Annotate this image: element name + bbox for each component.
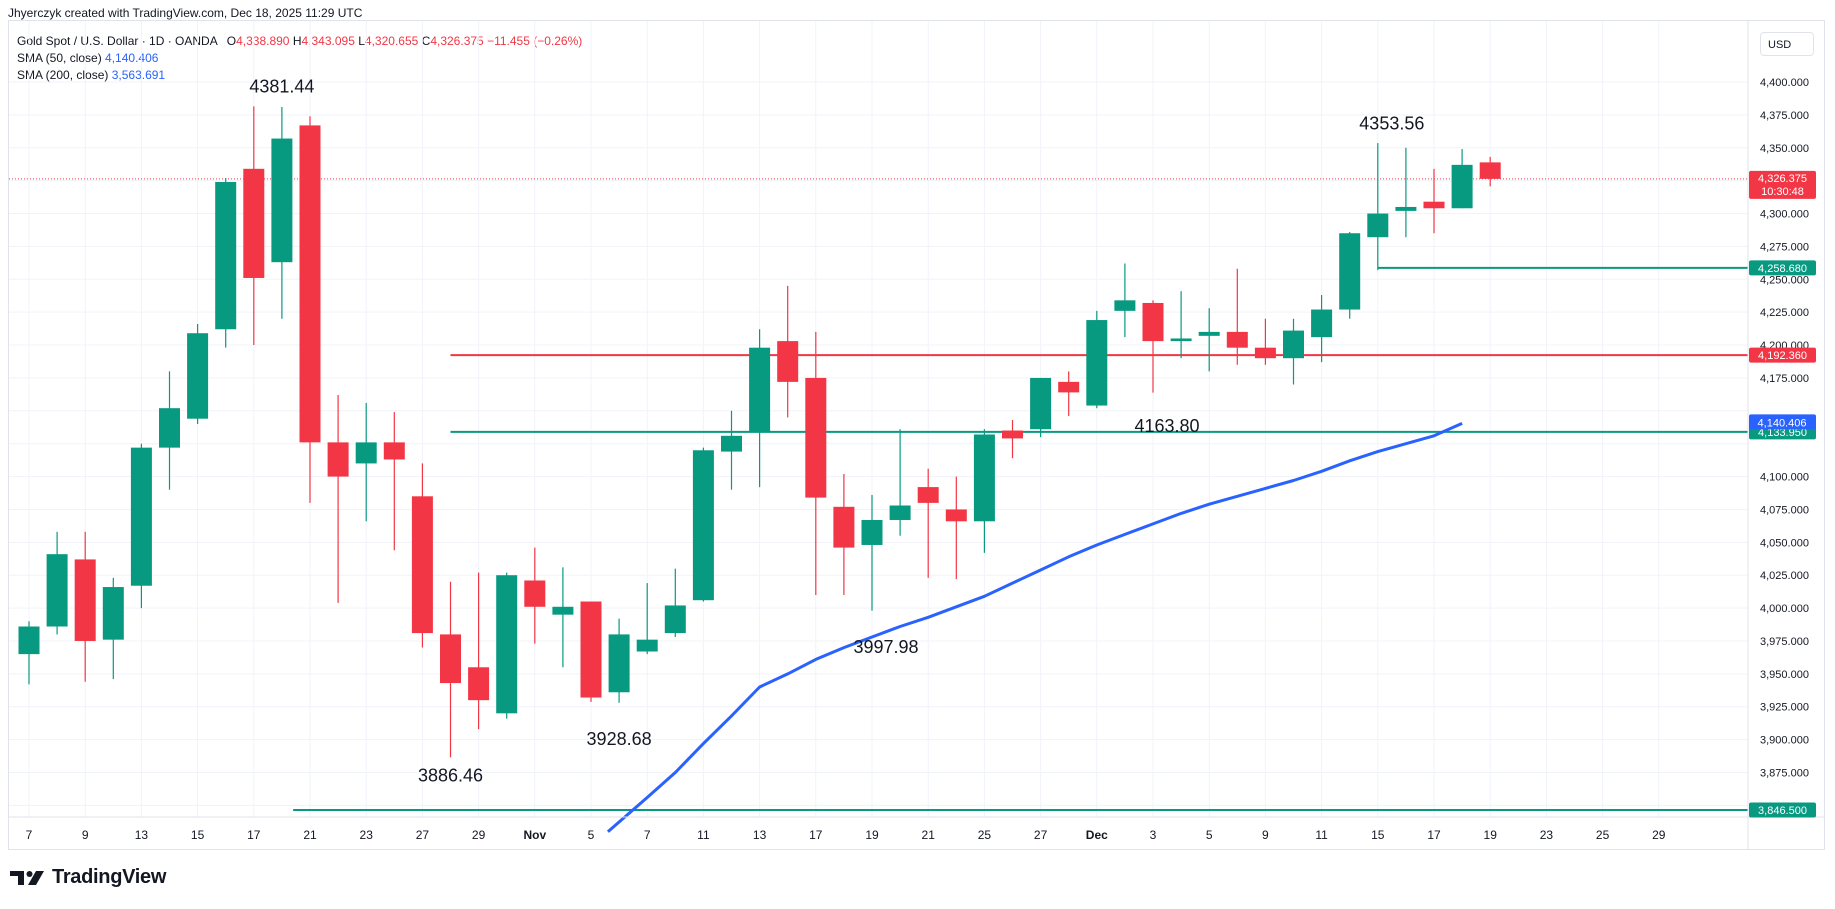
sma200-value: 3,563.691 <box>111 68 166 82</box>
change-value: −11.455 (−0.26%) <box>487 34 583 48</box>
symbol-name[interactable]: Gold Spot / U.S. Dollar · 1D · OANDA <box>17 34 218 48</box>
high-value: 4,343.095 <box>301 34 355 48</box>
sma50-label: SMA (50, close) <box>17 51 102 65</box>
tradingview-logo-icon <box>10 870 44 885</box>
chart-frame <box>8 20 1825 850</box>
chart-legend: Gold Spot / U.S. Dollar · 1D · OANDA O4,… <box>17 33 582 84</box>
high-label: H <box>292 34 302 48</box>
open-label: O <box>226 34 237 48</box>
legend-sma200-row[interactable]: SMA (200, close) 3,563.691 <box>17 67 582 84</box>
close-label: C <box>421 34 431 48</box>
low-value: 4,320.655 <box>364 34 419 48</box>
chart-caption: Jhyerczyk created with TradingView.com, … <box>8 6 363 20</box>
legend-ohlc-row: Gold Spot / U.S. Dollar · 1D · OANDA O4,… <box>17 33 582 50</box>
tradingview-logo-text: TradingView <box>52 866 167 888</box>
low-label: L <box>358 34 365 48</box>
open-value: 4,338.890 <box>236 34 290 48</box>
currency-selector[interactable]: USD <box>1760 32 1814 56</box>
sma200-label: SMA (200, close) <box>17 68 109 82</box>
close-value: 4,326.375 <box>430 34 484 48</box>
sma50-value: 4,140.406 <box>105 51 159 65</box>
legend-sma50-row[interactable]: SMA (50, close) 4,140.406 <box>17 50 582 67</box>
tradingview-logo[interactable]: TradingView <box>10 866 166 889</box>
